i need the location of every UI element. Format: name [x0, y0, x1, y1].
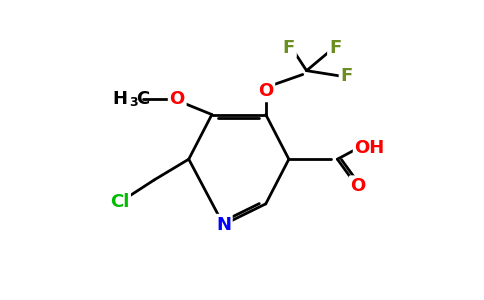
Text: C: C [136, 90, 149, 108]
Text: F: F [329, 38, 341, 56]
Text: O: O [258, 82, 273, 100]
Text: O: O [350, 177, 366, 195]
Text: O: O [169, 90, 185, 108]
Text: F: F [340, 67, 353, 85]
Text: OH: OH [355, 139, 385, 157]
Text: 3: 3 [129, 96, 137, 109]
Text: N: N [216, 216, 231, 234]
Text: H: H [112, 90, 127, 108]
Text: F: F [283, 38, 295, 56]
Text: Cl: Cl [110, 193, 129, 211]
